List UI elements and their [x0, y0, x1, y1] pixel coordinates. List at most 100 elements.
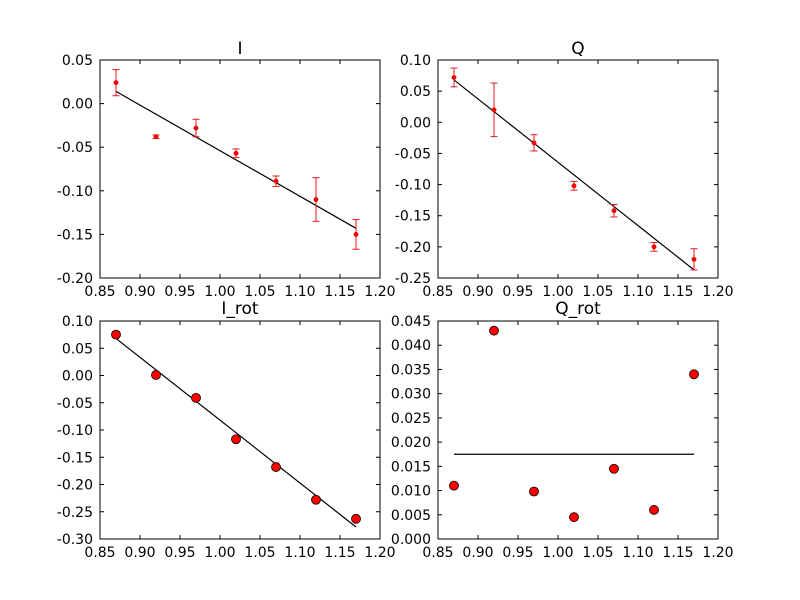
data-point-q — [651, 244, 657, 250]
y-tick-label-i-rot: -0.05 — [57, 396, 93, 412]
x-tick-label-i: 0.90 — [124, 284, 155, 300]
subplot-title-i-rot: I_rot — [221, 299, 259, 319]
subplot-q: Q 0.85 0.90 0.95 1.00 1.05 1.10 1.15 1.20 -0.25 -… — [395, 39, 734, 300]
data-point-q — [531, 140, 537, 146]
x-tick-label-i: 0.95 — [164, 284, 195, 300]
data-point-i-rot — [231, 434, 241, 445]
x-tick-label-q-rot: 1.20 — [702, 545, 733, 561]
y-tick-label-q-rot: 0.025 — [391, 411, 431, 427]
y-tick-label-q-rot: 0.000 — [391, 532, 431, 548]
y-tick-label-i-rot: -0.20 — [57, 478, 93, 494]
data-point-q — [611, 208, 617, 214]
y-tick-label-i: 0.05 — [62, 53, 93, 69]
data-point-q-rot — [569, 512, 579, 523]
axes-frame-q-rot — [437, 320, 719, 540]
data-point-q — [451, 74, 457, 80]
data-point-q — [491, 107, 497, 113]
x-tick-label-i-rot: 1.00 — [204, 545, 235, 561]
data-point-i — [313, 197, 319, 202]
data-point-i — [113, 80, 119, 86]
data-point-q-rot — [449, 480, 459, 491]
x-tick-label-q: 0.85 — [422, 284, 453, 300]
x-tick-label-i: 0.85 — [84, 284, 115, 300]
y-tick-label-i-rot: 0.00 — [62, 369, 93, 385]
x-tick-label-q: 1.00 — [542, 284, 573, 300]
x-tick-label-i-rot: 1.20 — [364, 545, 395, 561]
y-tick-label-q: 0.00 — [400, 115, 431, 131]
axes-frame-q — [437, 59, 719, 279]
x-tick-label-q-rot: 1.05 — [582, 545, 613, 561]
x-tick-label-q-rot: 0.85 — [422, 545, 453, 561]
y-tick-label-q: 0.10 — [400, 53, 431, 69]
y-tick-label-q: -0.20 — [395, 240, 431, 256]
data-point-q — [691, 256, 697, 262]
x-tick-label-q: 1.10 — [622, 284, 653, 300]
x-tick-label-i: 1.10 — [284, 284, 315, 300]
subplot-i: I 0.85 0.90 0.95 1.00 1.05 1.10 1.15 1.20 -0.20 -… — [57, 39, 396, 300]
y-tick-label-q: -0.05 — [395, 146, 431, 162]
data-point-q — [571, 183, 577, 189]
y-tick-label-i-rot: -0.10 — [57, 423, 93, 439]
y-tick-label-q-rot: 0.045 — [391, 314, 431, 330]
x-tick-label-i: 1.00 — [204, 284, 235, 300]
data-point-q-rot — [689, 369, 699, 380]
y-tick-label-i-rot: 0.05 — [62, 341, 93, 357]
data-point-i — [233, 150, 239, 156]
data-point-i — [353, 231, 359, 237]
y-tick-label-i-rot: -0.30 — [57, 532, 93, 548]
data-point-i-rot — [311, 494, 321, 505]
subplot-i-rot: I_rot 0.85 0.90 0.95 1.00 1.05 1.10 1.15 1.20 -0… — [57, 299, 396, 561]
x-tick-label-i-rot: 1.05 — [244, 545, 275, 561]
x-tick-label-q-rot: 0.90 — [462, 545, 493, 561]
x-tick-label-q-rot: 1.00 — [542, 545, 573, 561]
x-tick-label-q-rot: 1.15 — [662, 545, 693, 561]
y-tick-label-q-rot: 0.005 — [391, 508, 431, 524]
y-tick-label-q-rot: 0.010 — [391, 484, 431, 500]
data-point-q-rot — [529, 486, 539, 497]
data-point-i — [153, 134, 159, 140]
y-tick-label-q: -0.25 — [395, 271, 431, 287]
y-tick-label-i: -0.15 — [57, 227, 93, 243]
y-tick-label-i-rot: -0.25 — [57, 505, 93, 521]
axes-frame-i — [99, 59, 381, 279]
x-tick-label-i-rot: 1.10 — [284, 545, 315, 561]
y-tick-label-q: -0.10 — [395, 178, 431, 194]
data-point-i-rot — [111, 329, 121, 340]
subplot-title-i: I — [237, 39, 242, 59]
data-point-q-rot — [609, 463, 619, 474]
data-point-i-rot — [271, 462, 281, 472]
data-point-i — [273, 178, 279, 184]
x-tick-label-q-rot: 0.95 — [502, 545, 533, 561]
x-tick-label-i-rot: 0.90 — [124, 545, 155, 561]
subplot-title-q: Q — [571, 39, 584, 59]
y-tick-label-q: 0.05 — [400, 84, 431, 100]
data-point-q-rot — [649, 505, 659, 515]
y-tick-label-q-rot: 0.015 — [391, 459, 431, 475]
y-tick-label-i-rot: 0.10 — [62, 314, 93, 330]
subplot-q-rot: Q_rot 0.85 0.90 0.95 1.00 1.05 1.10 1.15 1.20 0.… — [391, 299, 734, 561]
y-tick-label-q-rot: 0.020 — [391, 435, 431, 451]
y-tick-label-q-rot: 0.035 — [391, 362, 431, 378]
subplot-title-q-rot: Q_rot — [555, 299, 601, 319]
x-tick-label-q-rot: 1.10 — [622, 545, 653, 561]
y-tick-label-i: -0.05 — [57, 140, 93, 156]
x-tick-label-i-rot: 0.95 — [164, 545, 195, 561]
data-point-i-rot — [151, 370, 161, 380]
data-point-q-rot — [489, 325, 499, 336]
data-point-i-rot — [191, 392, 201, 403]
y-tick-label-q: -0.15 — [395, 209, 431, 225]
x-tick-label-i: 1.15 — [324, 284, 355, 300]
x-tick-label-i-rot: 0.85 — [84, 545, 115, 561]
y-tick-label-i: -0.20 — [57, 271, 93, 287]
x-tick-label-q: 0.90 — [462, 284, 493, 300]
y-tick-label-i: 0.00 — [62, 97, 93, 113]
x-tick-label-i: 1.20 — [364, 284, 395, 300]
x-tick-label-q: 1.15 — [662, 284, 693, 300]
x-tick-label-q: 1.20 — [702, 284, 733, 300]
y-tick-label-q-rot: 0.040 — [391, 338, 431, 354]
y-tick-label-q-rot: 0.030 — [391, 387, 431, 403]
data-point-i — [193, 125, 199, 131]
y-tick-label-i-rot: -0.15 — [57, 450, 93, 466]
